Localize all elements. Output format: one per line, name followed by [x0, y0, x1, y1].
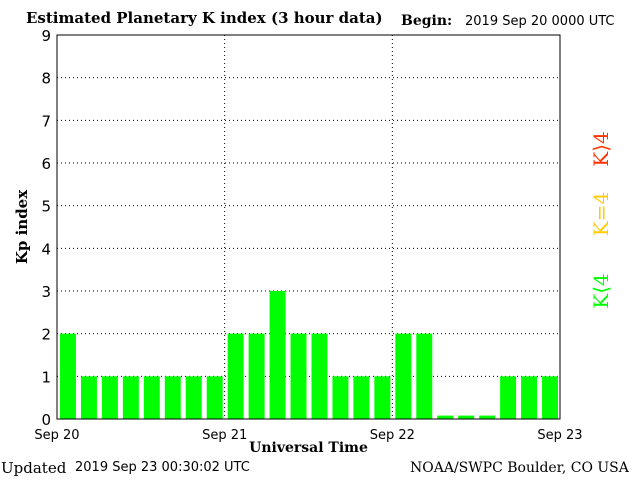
legend-k-below-4: K⟨4	[589, 273, 613, 309]
y-tick-label: 0	[41, 411, 51, 429]
kp-bar	[311, 333, 328, 419]
y-tick-label: 9	[41, 27, 51, 45]
kp-bar	[101, 376, 118, 419]
x-tick-label: Sep 22	[370, 428, 415, 443]
x-tick-label: Sep 21	[202, 428, 247, 443]
kp-bar	[353, 376, 370, 419]
kp-bar	[185, 376, 202, 419]
kp-bar	[374, 376, 391, 419]
y-tick-label: 7	[41, 112, 51, 130]
y-tick-label: 4	[41, 240, 51, 258]
begin-label: Begin:	[401, 13, 453, 29]
legend-k-equals-4: K=4	[589, 191, 613, 237]
y-tick-label: 5	[41, 198, 51, 216]
kp-bar	[122, 376, 139, 419]
kp-bar	[542, 376, 558, 419]
kp-bar	[206, 376, 223, 419]
kp-bar	[248, 333, 265, 419]
plot-frame	[56, 34, 561, 420]
kp-bar	[164, 376, 181, 419]
kp-bar	[437, 415, 454, 419]
chart-title: Estimated Planetary K index (3 hour data…	[26, 9, 383, 27]
y-tick-label: 1	[41, 368, 51, 386]
y-tick-label: 3	[41, 283, 51, 301]
kp-bar	[143, 376, 160, 419]
kp-bar	[269, 291, 286, 419]
kp-bar	[395, 333, 412, 419]
kp-bar	[60, 333, 76, 419]
kp-bar	[500, 376, 517, 419]
y-tick-label: 6	[41, 155, 51, 173]
x-tick-label: Sep 23	[537, 428, 582, 443]
y-tick-label: 8	[41, 70, 51, 88]
y-axis-label: Kp index	[13, 189, 31, 264]
kp-bar	[332, 376, 349, 419]
kp-bar	[416, 333, 433, 419]
updated-value: 2019 Sep 23 00:30:02 UTC	[75, 460, 250, 475]
x-tick-label: Sep 20	[34, 428, 79, 443]
y-tick-label: 2	[41, 326, 51, 344]
kp-bar	[290, 333, 307, 419]
credit-text: NOAA/SWPC Boulder, CO USA	[410, 460, 629, 476]
begin-value: 2019 Sep 20 0000 UTC	[465, 14, 615, 29]
kp-bar	[227, 333, 244, 419]
updated-label: Updated	[1, 459, 67, 477]
kp-bar	[521, 376, 538, 419]
kp-bar	[479, 415, 496, 419]
kp-bar	[458, 415, 475, 419]
kp-bar	[80, 376, 97, 419]
x-axis-label: Universal Time	[249, 440, 368, 456]
